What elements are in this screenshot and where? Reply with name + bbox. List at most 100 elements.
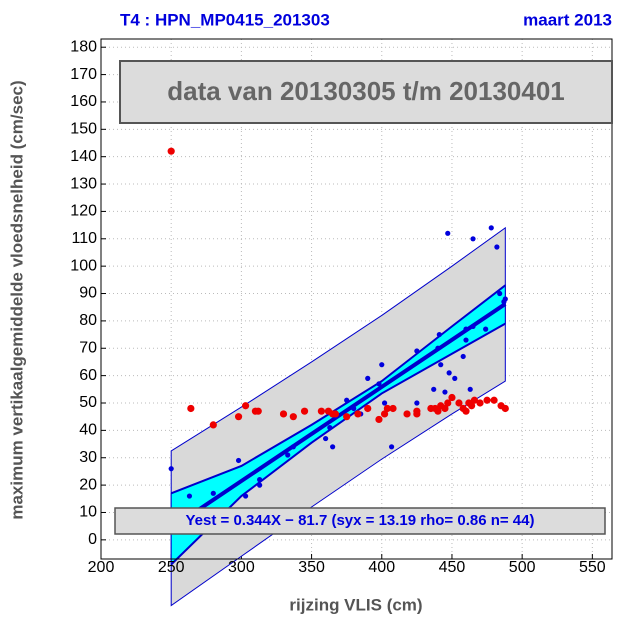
point — [257, 482, 263, 488]
point — [343, 413, 351, 421]
point — [364, 404, 372, 413]
point — [470, 236, 476, 242]
y-tick-label: 50 — [79, 394, 97, 411]
y-tick-label: 150 — [70, 121, 97, 138]
annotation-box — [119, 60, 613, 124]
point — [365, 375, 371, 381]
point — [414, 348, 420, 354]
point — [317, 407, 326, 415]
point — [460, 353, 466, 360]
point — [468, 402, 476, 410]
x-tick-label: 400 — [368, 559, 395, 576]
point — [344, 397, 350, 403]
point — [330, 444, 336, 450]
y-tick-label: 90 — [79, 285, 97, 302]
point — [300, 407, 309, 415]
point — [463, 326, 469, 332]
x-axis-label: rijzing VLIS (cm) — [289, 595, 422, 614]
y-axis-label: maximum vertikaalgemiddelde vloedsnelhei… — [7, 80, 26, 519]
point — [470, 323, 476, 329]
point — [380, 410, 389, 418]
point — [290, 444, 296, 450]
x-tick-label: 250 — [158, 559, 185, 576]
y-tick-label: 180 — [70, 38, 97, 55]
y-tick-label: 100 — [70, 257, 97, 274]
point — [441, 404, 449, 413]
y-tick-label: 170 — [70, 66, 97, 83]
y-tick-label: 60 — [79, 367, 97, 384]
fit-line — [170, 284, 506, 495]
point — [490, 396, 498, 404]
point — [168, 466, 174, 472]
point — [351, 405, 357, 412]
x-tick-label: 500 — [509, 559, 536, 576]
point — [436, 331, 442, 338]
y-tick-label: 70 — [79, 339, 97, 356]
point — [388, 444, 395, 450]
point — [242, 493, 249, 499]
point — [455, 399, 463, 407]
plot-frame — [100, 38, 613, 560]
point — [331, 410, 340, 418]
y-tick-label: 0 — [88, 531, 97, 548]
x-tick-label: 450 — [439, 559, 466, 576]
point — [448, 393, 456, 402]
chart-subtitle: maart 2013 — [523, 10, 612, 29]
point — [501, 404, 509, 413]
y-tick-label: 40 — [79, 422, 97, 439]
point — [323, 435, 329, 442]
point — [431, 386, 437, 392]
point — [452, 375, 458, 381]
y-tick-label: 80 — [79, 312, 97, 329]
point — [209, 421, 217, 429]
x-tick-label: 350 — [298, 559, 325, 576]
point — [379, 362, 385, 368]
y-tick-label: 140 — [70, 148, 97, 165]
y-tick-label: 20 — [79, 476, 97, 493]
point — [413, 407, 421, 415]
point — [257, 477, 263, 483]
point — [501, 299, 507, 305]
point — [354, 410, 362, 418]
point — [167, 147, 175, 155]
point — [375, 415, 383, 424]
y-tick-label: 160 — [70, 93, 97, 110]
point — [462, 407, 470, 415]
point — [483, 396, 491, 404]
x-tick-label: 550 — [579, 559, 606, 576]
point — [210, 490, 216, 496]
point — [467, 386, 473, 392]
point — [403, 410, 411, 418]
point — [444, 399, 452, 407]
point — [438, 362, 444, 368]
point — [476, 399, 484, 407]
point — [497, 290, 503, 297]
point — [434, 407, 442, 415]
point — [470, 396, 479, 404]
point — [389, 404, 397, 413]
point — [186, 493, 193, 499]
point — [241, 402, 250, 410]
y-tick-label: 130 — [70, 175, 97, 192]
point — [445, 230, 451, 236]
y-tick-label: 120 — [70, 203, 97, 220]
annotation: Yest = 0.344X − 81.7 (syx = 13.19 rho= 0… — [186, 512, 535, 529]
point — [381, 400, 388, 406]
point — [494, 244, 500, 250]
x-tick-label: 200 — [88, 559, 115, 576]
point — [383, 404, 391, 413]
point — [414, 400, 420, 406]
point — [442, 389, 448, 395]
point — [488, 225, 494, 231]
y-tick-label: 30 — [79, 449, 97, 466]
x-tick-label: 300 — [228, 559, 255, 576]
point — [446, 370, 452, 376]
point — [327, 425, 333, 431]
point — [279, 410, 288, 418]
fit-line — [170, 302, 507, 530]
point — [254, 407, 262, 415]
point — [235, 457, 242, 464]
annotation-box — [114, 507, 606, 535]
point — [435, 345, 441, 351]
